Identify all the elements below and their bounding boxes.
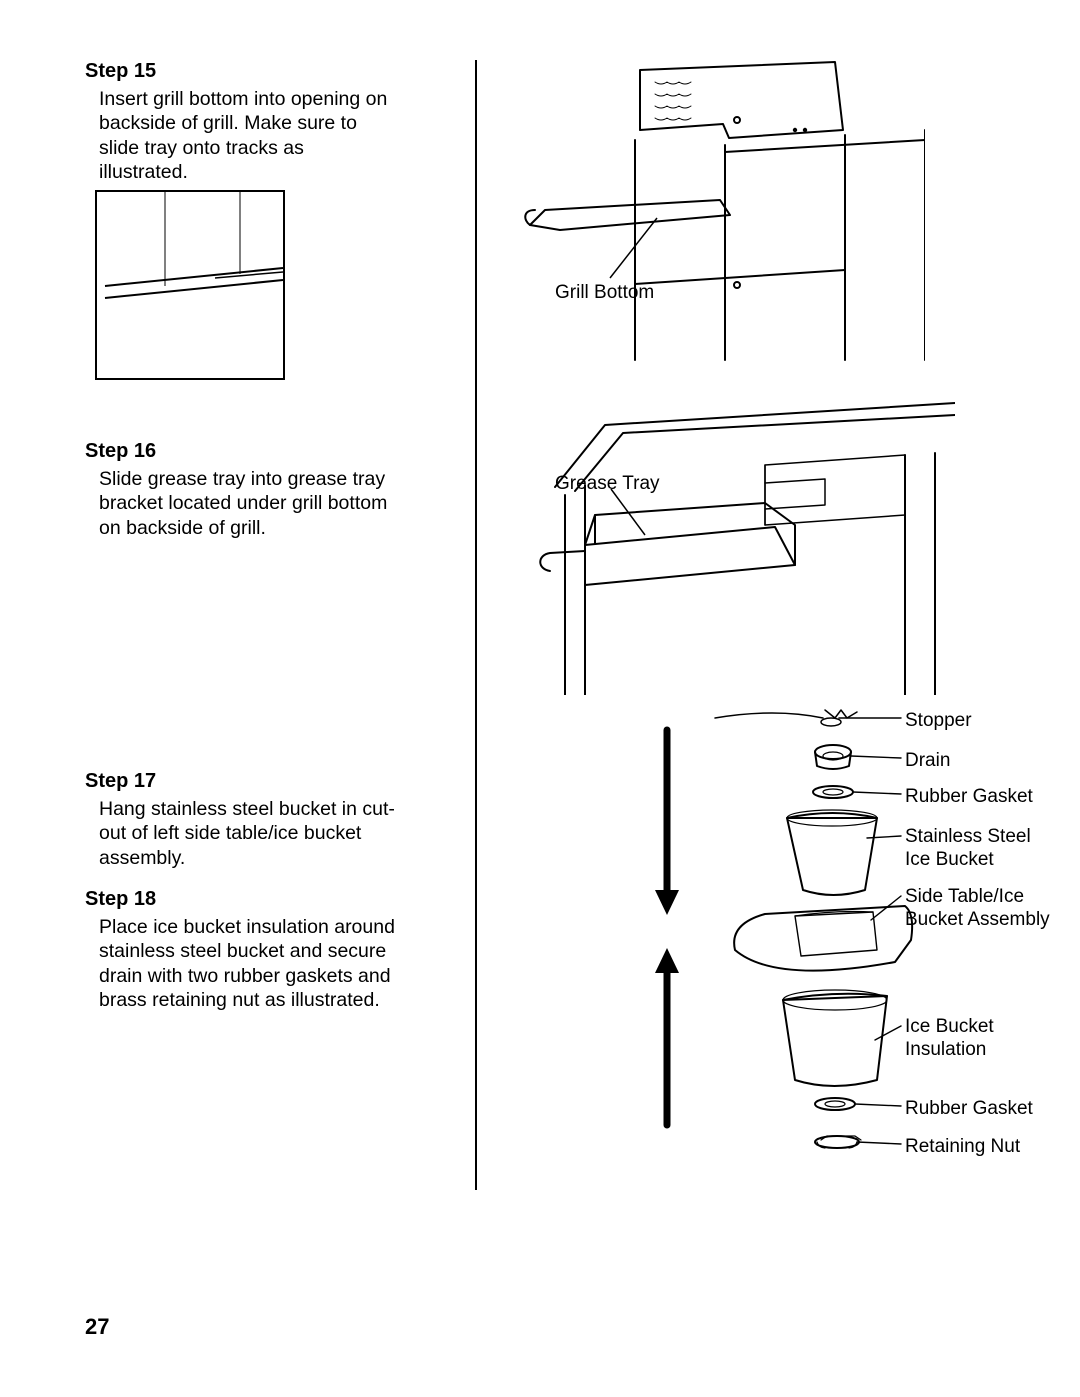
figure-grease-tray-svg	[515, 395, 955, 695]
label-insulation: Ice Bucket Insulation	[905, 1016, 1025, 1062]
figure-grease-tray: Grease Tray	[515, 395, 955, 695]
label-ss-ice-bucket: Stainless Steel Ice Bucket	[905, 826, 1035, 872]
label-retaining-nut: Retaining Nut	[905, 1136, 1020, 1159]
step-16: Step 16 Slide grease tray into grease tr…	[85, 440, 395, 540]
step-body: Slide grease tray into grease tray brack…	[85, 467, 395, 540]
label-rubber-gasket-1: Rubber Gasket	[905, 786, 1033, 809]
right-column: Grill Bottom	[505, 60, 995, 1190]
step-17: Step 17 Hang stainless steel bucket in c…	[85, 770, 395, 870]
step-15: Step 15 Insert grill bottom into opening…	[85, 60, 395, 185]
step-heading: Step 15	[85, 60, 395, 83]
column-divider	[475, 60, 477, 1190]
step-body: Hang stainless steel bucket in cut-out o…	[85, 797, 395, 870]
label-stopper: Stopper	[905, 710, 972, 733]
label-grease-tray: Grease Tray	[555, 473, 660, 496]
page-number: 27	[85, 1314, 109, 1340]
step-18: Step 18 Place ice bucket insulation arou…	[85, 888, 395, 1013]
figure-grill-bottom-svg	[505, 60, 925, 370]
step-heading: Step 17	[85, 770, 395, 793]
detail-inset	[95, 190, 285, 380]
step-body: Insert grill bottom into opening on back…	[85, 87, 395, 185]
manual-page: Step 15 Insert grill bottom into opening…	[85, 60, 995, 1340]
label-rubber-gasket-2: Rubber Gasket	[905, 1098, 1033, 1121]
step-heading: Step 18	[85, 888, 395, 911]
step-heading: Step 16	[85, 440, 395, 463]
figure-ice-bucket: Stopper Drain Rubber Gasket Stainless St…	[605, 700, 995, 1190]
label-side-table: Side Table/Ice Bucket Assembly	[905, 886, 1055, 932]
label-grill-bottom: Grill Bottom	[555, 282, 654, 305]
label-drain: Drain	[905, 750, 950, 773]
step-body: Place ice bucket insulation around stain…	[85, 915, 395, 1013]
figure-grill-bottom: Grill Bottom	[505, 60, 925, 370]
detail-inset-svg	[95, 190, 285, 380]
